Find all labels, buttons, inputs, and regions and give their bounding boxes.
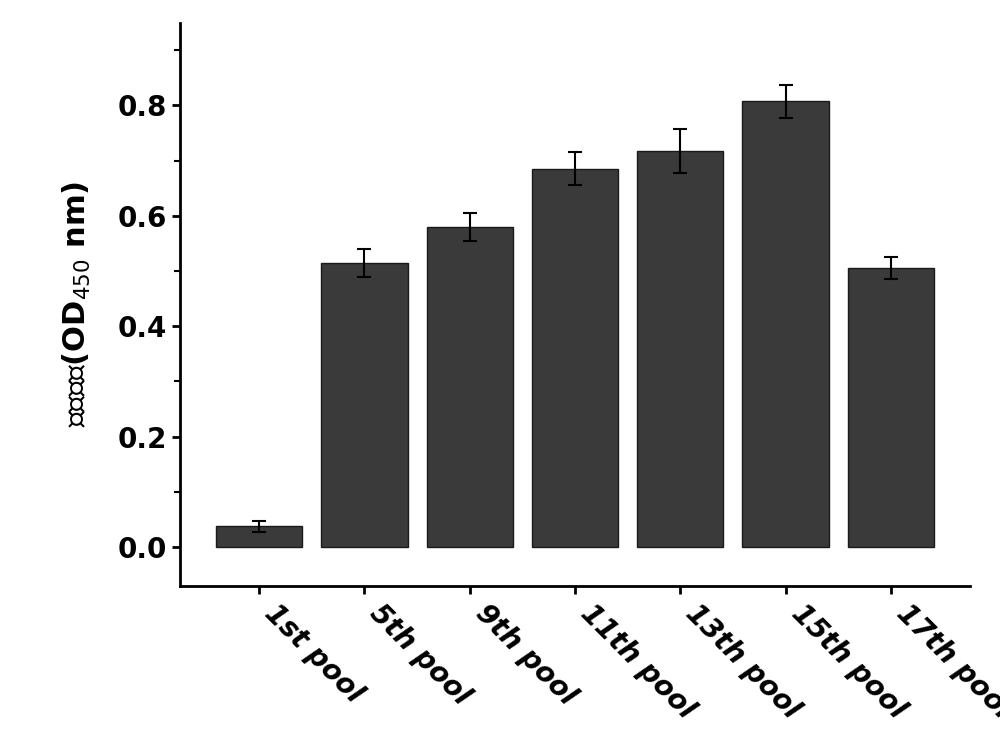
Bar — [637, 151, 723, 547]
Text: 结合力，(OD$_{450}$ nm): 结合力，(OD$_{450}$ nm) — [61, 181, 93, 427]
Bar — [427, 227, 513, 547]
Bar — [742, 101, 829, 547]
Bar — [532, 169, 618, 547]
Bar — [321, 263, 408, 547]
Bar — [848, 268, 934, 547]
Bar — [216, 526, 302, 547]
